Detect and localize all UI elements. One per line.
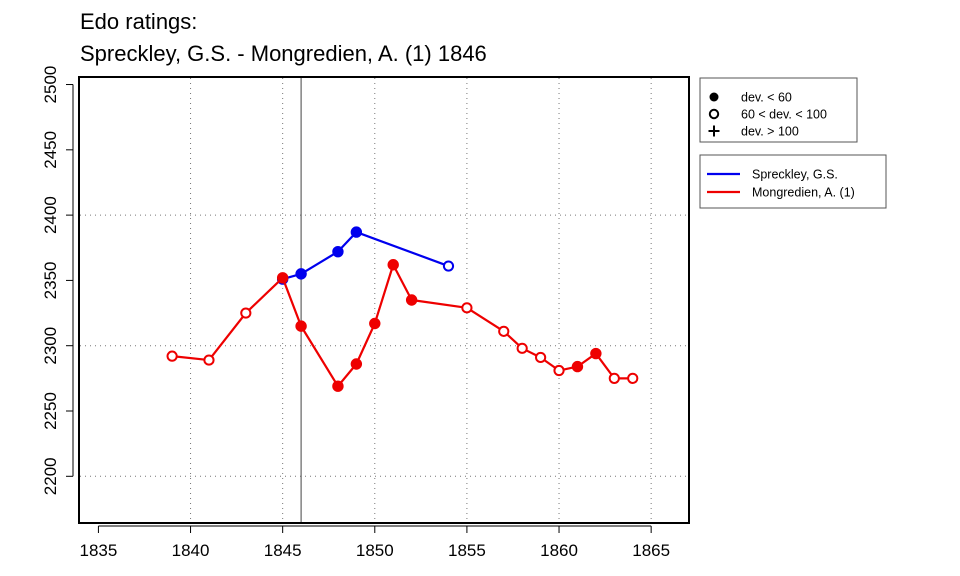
series-1-point-17 — [608, 372, 620, 384]
y-tick-label-2250: 2250 — [41, 392, 60, 430]
series-0-point-1 — [295, 268, 307, 280]
filled-circle-icon — [709, 92, 719, 102]
chart-title-line-2: Spreckley, G.S. - Mongredien, A. (1) 184… — [80, 41, 487, 66]
series-1-point-1 — [203, 354, 215, 366]
y-tick-label-2400: 2400 — [41, 196, 60, 234]
plot-frame — [78, 76, 690, 524]
series-layer — [166, 226, 639, 392]
y-tick-label-2300: 2300 — [41, 327, 60, 365]
series-0-point-2 — [332, 245, 344, 258]
series-1-point-3 — [276, 272, 289, 284]
series-0-point-4 — [442, 260, 455, 272]
series-1 — [166, 259, 639, 392]
series-0-point-3 — [350, 226, 363, 238]
x-axis: 1835 1840 1845 1850 1855 1860 1865 — [80, 525, 670, 560]
x-tick-label-1845: 1845 — [264, 541, 302, 560]
x-tick-label-1855: 1855 — [448, 541, 486, 560]
series-legend-box — [699, 154, 887, 209]
marker-legend: dev. < 60 60 < dev. < 100 dev. > 100 — [699, 77, 858, 143]
series-1-point-2 — [240, 307, 252, 319]
y-tick-label-2200: 2200 — [41, 457, 60, 495]
marker-legend-label-open: 60 < dev. < 100 — [741, 108, 827, 122]
open-circle-icon — [708, 108, 720, 120]
x-tick-label-1865: 1865 — [632, 541, 670, 560]
x-tick-label-1850: 1850 — [356, 541, 394, 560]
series-1-point-4 — [295, 320, 307, 332]
y-tick-label-2350: 2350 — [41, 261, 60, 299]
series-1-point-6 — [350, 358, 363, 370]
series-legend-label-mongredien: Mongredien, A. (1) — [752, 186, 855, 200]
chart-title-line-1: Edo ratings: — [80, 9, 197, 34]
x-tick-label-1860: 1860 — [540, 541, 578, 560]
series-1-point-8 — [387, 259, 399, 271]
series-1-point-10 — [461, 302, 473, 314]
series-0-line — [282, 230, 449, 281]
y-axis: 2200 2250 2300 2350 2400 2450 2500 — [41, 66, 74, 495]
series-1-point-16 — [590, 347, 602, 360]
series-1-point-0 — [166, 350, 178, 362]
series-legend: Spreckley, G.S. Mongredien, A. (1) — [699, 154, 887, 209]
grid — [80, 78, 688, 522]
series-1-point-12 — [516, 342, 528, 354]
series-1-point-15 — [571, 360, 584, 373]
series-1-point-18 — [627, 372, 639, 384]
x-tick-label-1840: 1840 — [172, 541, 210, 560]
series-1-point-13 — [535, 351, 547, 364]
marker-legend-label-plus: dev. > 100 — [741, 125, 799, 139]
marker-legend-box — [699, 77, 858, 143]
y-tick-label-2450: 2450 — [41, 131, 60, 169]
x-tick-label-1835: 1835 — [80, 541, 118, 560]
marker-legend-label-filled: dev. < 60 — [741, 91, 792, 105]
series-1-point-11 — [498, 325, 510, 337]
y-tick-label-2500: 2500 — [41, 66, 60, 104]
plus-icon — [708, 125, 720, 137]
series-1-point-14 — [553, 364, 565, 377]
series-1-point-5 — [332, 380, 344, 392]
series-1-point-9 — [405, 294, 418, 306]
series-1-point-7 — [369, 317, 381, 330]
series-legend-label-spreckley: Spreckley, G.S. — [752, 168, 838, 182]
series-0 — [276, 226, 455, 285]
